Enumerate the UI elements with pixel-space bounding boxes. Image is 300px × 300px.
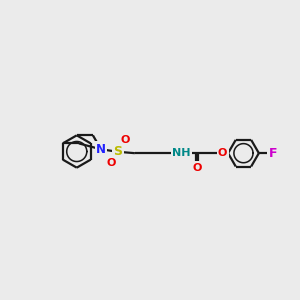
Text: N: N: [96, 143, 106, 156]
Text: O: O: [106, 158, 116, 168]
Text: O: O: [218, 148, 227, 158]
Text: F: F: [268, 147, 277, 160]
Text: O: O: [120, 135, 130, 145]
Text: NH: NH: [172, 148, 190, 158]
Text: O: O: [193, 163, 202, 173]
Text: S: S: [113, 145, 122, 158]
